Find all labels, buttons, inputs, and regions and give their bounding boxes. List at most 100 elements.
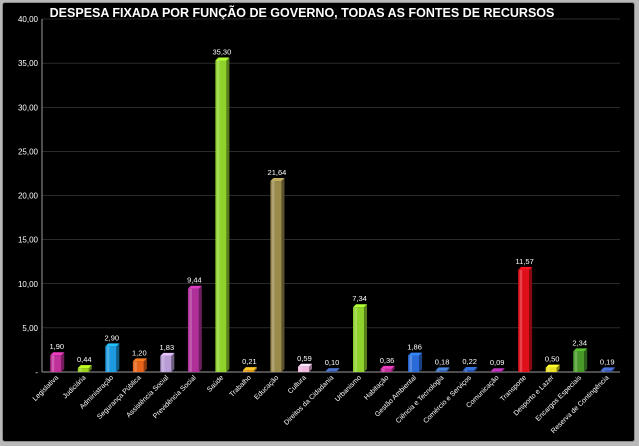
bar <box>297 363 312 372</box>
bar-side <box>446 367 450 372</box>
bar-highlight <box>464 370 468 372</box>
bar-top <box>242 367 257 371</box>
bar-highlight <box>134 361 137 372</box>
data-label: 9,44 <box>187 276 202 285</box>
bar-side <box>116 343 120 372</box>
bar-front <box>132 361 144 372</box>
bar-top <box>380 365 395 369</box>
bar-top <box>160 352 175 356</box>
bar-front <box>160 355 172 372</box>
bar-top <box>518 266 533 270</box>
x-tick-label: Ciência e Tecnologia <box>395 374 446 425</box>
bar-top <box>463 367 478 371</box>
bar-top <box>50 352 65 356</box>
data-label: 0,22 <box>462 357 477 366</box>
bar-top <box>132 358 147 362</box>
bar-top <box>600 367 615 371</box>
bar-highlight <box>106 346 110 372</box>
x-tick-label: Transporte <box>499 374 528 403</box>
x-tick-label: Saúde <box>206 374 225 393</box>
bar-top <box>187 285 202 289</box>
bar-side <box>308 363 312 372</box>
bar-highlight <box>216 60 220 372</box>
x-tick-label: Judiciária <box>62 374 88 400</box>
bar-top <box>435 367 450 371</box>
data-label: 1,83 <box>160 343 175 352</box>
bar-top <box>77 365 92 369</box>
data-label: 0,10 <box>325 358 340 367</box>
bar <box>77 365 92 372</box>
bar-highlight <box>299 366 302 372</box>
bar-side <box>171 352 175 372</box>
y-tick-label: 25,00 <box>18 147 39 156</box>
bar-side <box>529 266 533 372</box>
bar <box>160 352 175 372</box>
chart-title: DESPESA FIXADA POR FUNÇÃO DE GOVERNO, TO… <box>50 5 555 20</box>
bar-highlight <box>437 370 440 372</box>
bar-front <box>50 355 62 372</box>
bar <box>545 364 560 372</box>
bar-top <box>105 343 120 347</box>
bar-top <box>490 368 505 372</box>
bar-side <box>584 348 588 372</box>
data-label: 0,44 <box>77 355 92 364</box>
y-tick-label: 30,00 <box>18 103 39 112</box>
data-label: 0,36 <box>380 356 395 365</box>
bar <box>187 285 202 372</box>
data-label: 0,09 <box>490 358 505 367</box>
data-label: 11,57 <box>516 257 534 266</box>
bar <box>105 343 120 372</box>
bar-side <box>336 368 340 372</box>
bar-front <box>518 269 530 372</box>
data-label: 0,50 <box>545 355 560 364</box>
y-tick-label: - <box>35 368 38 377</box>
bar-highlight <box>492 371 495 373</box>
bar-front <box>435 370 447 372</box>
bar-front <box>105 346 117 372</box>
bars <box>50 57 615 373</box>
x-tick-label: Encargos Especiais <box>535 374 584 423</box>
bar <box>215 57 230 372</box>
bar <box>573 348 588 372</box>
bar-top <box>545 364 560 368</box>
bar <box>408 352 423 372</box>
bar-side <box>391 365 395 372</box>
data-labels: 1,90 0,44 2,90 1,20 1,83 9,44 35,30 0,21 21,64 0,… <box>49 47 614 367</box>
bar-highlight <box>51 355 55 372</box>
bar-side <box>61 352 65 372</box>
bar-side <box>198 285 202 372</box>
bar-top <box>215 57 230 61</box>
bar-front <box>545 367 557 372</box>
x-tick-label: Cultura <box>287 374 308 395</box>
bar-side <box>364 304 368 372</box>
bar-front <box>463 370 475 372</box>
bar-top <box>270 178 285 182</box>
data-label: 21,64 <box>268 168 287 177</box>
y-tick-label: 15,00 <box>18 236 39 245</box>
bar-top <box>297 363 312 367</box>
bar-highlight <box>79 368 82 372</box>
bar-highlight <box>189 288 192 372</box>
bar-highlight <box>244 370 247 372</box>
bar-highlight <box>327 371 330 372</box>
bar <box>242 367 257 372</box>
x-axis-ticks: Legislativa JudiciáriaAdministraçãoSegura… <box>32 374 611 435</box>
bar-side <box>253 367 257 372</box>
bar-highlight <box>409 355 413 372</box>
bar <box>490 368 505 373</box>
bar-top <box>573 348 588 352</box>
bar-front <box>600 370 612 372</box>
x-tick-label: Comércio e Serviços <box>422 374 473 425</box>
x-tick-label: Trabalho <box>229 374 253 398</box>
bar <box>270 178 285 372</box>
data-label: 0,19 <box>600 357 615 366</box>
bar-side <box>556 364 560 372</box>
bar-side <box>88 365 92 372</box>
bar <box>50 352 65 372</box>
bar-highlight <box>161 355 165 372</box>
bar-highlight <box>519 269 523 372</box>
data-label: 35,30 <box>213 47 232 56</box>
bar-highlight <box>547 367 550 372</box>
bar <box>380 365 395 372</box>
